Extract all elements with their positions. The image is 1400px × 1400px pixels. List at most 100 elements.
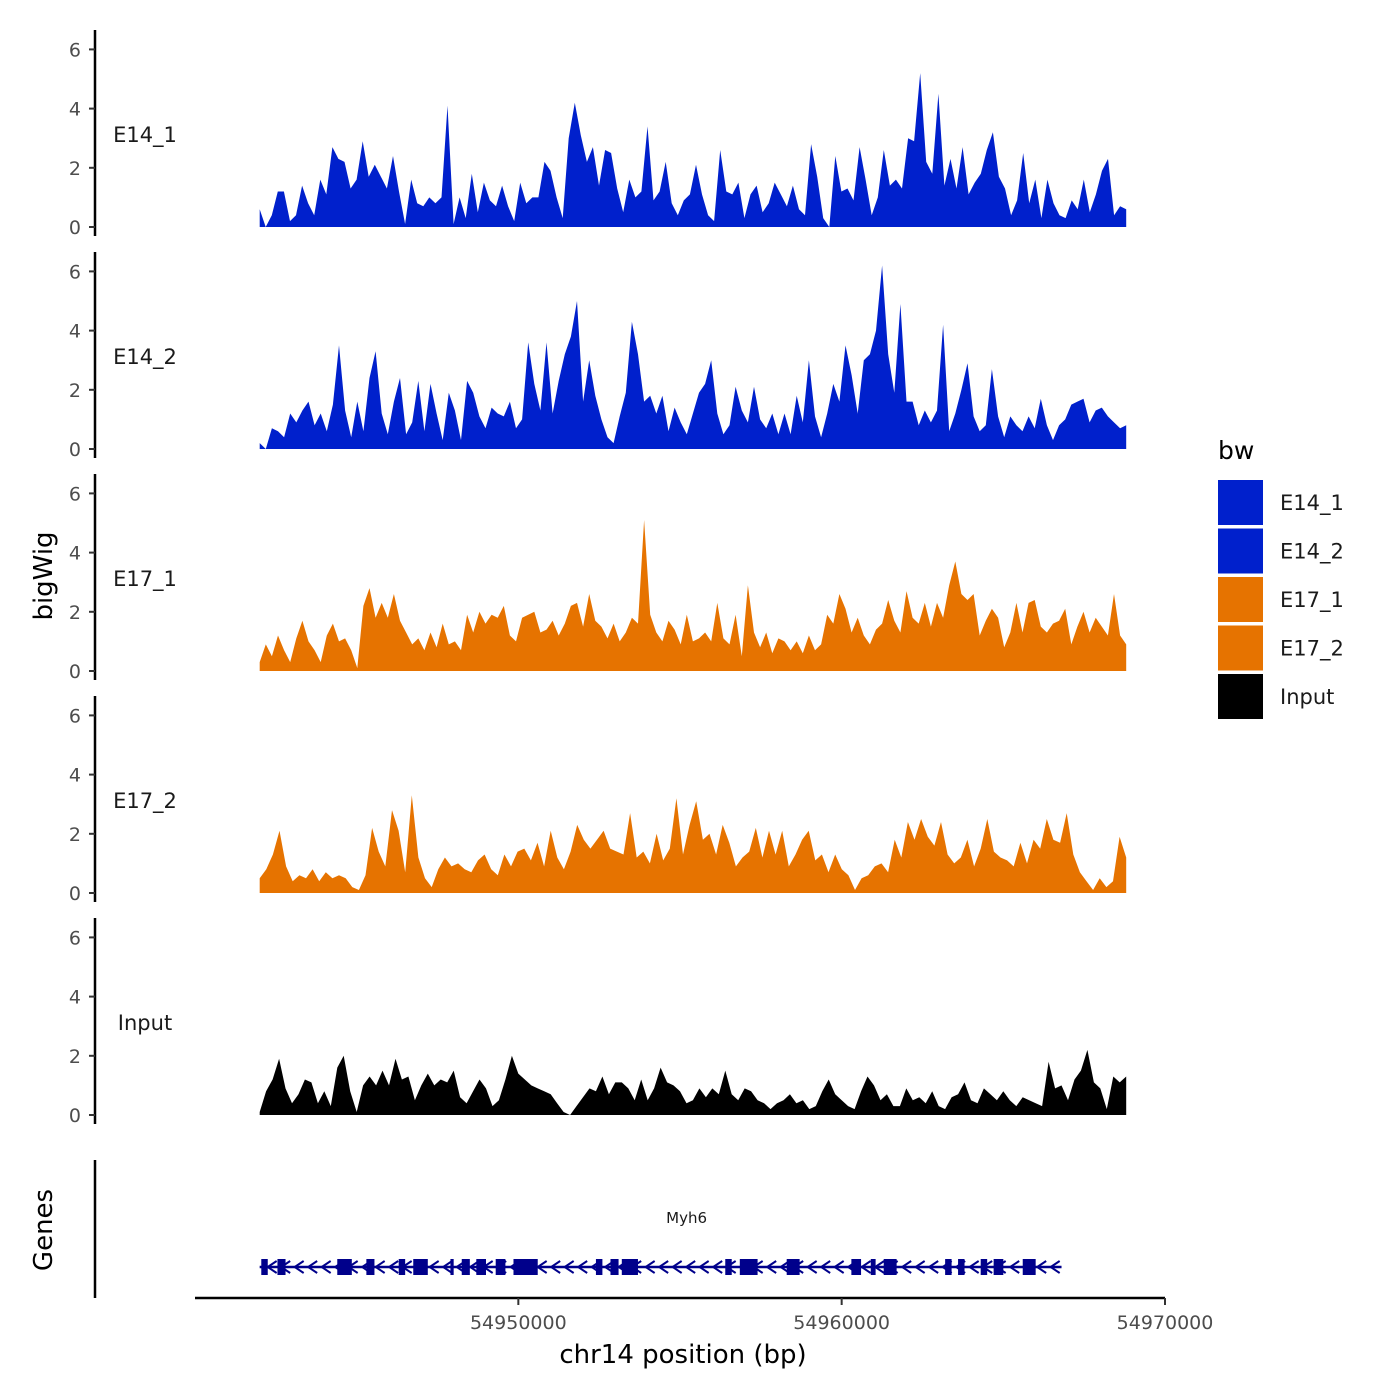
x-axis: 54950000 54960000 54970000 <box>195 1296 1214 1334</box>
y-tick-label: 2 <box>69 1046 81 1068</box>
y-tick-label: 0 <box>69 661 81 683</box>
exon <box>739 1259 758 1275</box>
strand-arrow <box>427 1260 440 1274</box>
exon <box>450 1259 454 1275</box>
legend-label: E17_2 <box>1280 637 1344 662</box>
track-Input: 0 2 4 6 Input <box>69 918 1127 1127</box>
coverage-area-E14_2 <box>259 265 1127 449</box>
legend-item-E14_2: E14_2 <box>1218 528 1344 574</box>
exon <box>261 1259 268 1275</box>
y-tick-label: 6 <box>69 483 81 505</box>
exon <box>958 1259 965 1275</box>
y-tick-label: 0 <box>69 217 81 239</box>
strand-arrow <box>900 1260 912 1274</box>
strand-arrow <box>711 1260 723 1274</box>
legend-item-E17_2: E17_2 <box>1218 625 1344 671</box>
exon <box>621 1259 638 1275</box>
legend-swatch <box>1218 625 1263 671</box>
exon <box>495 1259 506 1275</box>
exon <box>610 1259 619 1275</box>
legend-swatch <box>1218 674 1263 719</box>
strand-arrow <box>562 1260 575 1274</box>
track-label: E17_2 <box>113 789 177 814</box>
y-tick-label: 0 <box>69 883 81 905</box>
strand-arrow <box>819 1260 831 1274</box>
track-label: E17_1 <box>113 567 177 592</box>
track-label: E14_1 <box>113 123 177 148</box>
track-E14_1: 0 2 4 6 E14_1 <box>69 30 1127 239</box>
strand-arrow <box>684 1260 696 1274</box>
exon <box>476 1259 486 1275</box>
y-tick-label: 0 <box>69 1105 81 1127</box>
legend-title: bw <box>1218 436 1254 465</box>
legend-swatch <box>1218 528 1263 574</box>
exon <box>993 1259 1004 1275</box>
gene-Myh6: Myh6 <box>259 1209 1062 1275</box>
track-label: Input <box>118 1011 172 1035</box>
exon <box>851 1259 862 1275</box>
strand-arrow <box>1008 1260 1020 1274</box>
exon <box>277 1259 286 1275</box>
y-tick-label: 6 <box>69 927 81 949</box>
legend: bw E14_1 E14_2 E17_1 E17_2 Input <box>1218 436 1344 719</box>
y-tick-label: 2 <box>69 380 81 402</box>
strand-arrow <box>967 1260 980 1274</box>
exon <box>461 1259 470 1275</box>
strand-arrow <box>549 1260 561 1274</box>
strand-arrow <box>387 1260 399 1274</box>
exon <box>513 1259 538 1275</box>
exon <box>786 1259 800 1275</box>
exon <box>595 1259 603 1275</box>
strand-arrow <box>859 1260 872 1274</box>
y-tick-label: 0 <box>69 439 81 461</box>
track-E17_1: 0 2 4 6 E17_1 <box>69 474 1127 683</box>
y-tick-label: 4 <box>69 765 81 787</box>
strand-arrow <box>805 1260 818 1274</box>
strand-arrow <box>643 1260 656 1274</box>
legend-item-E17_1: E17_1 <box>1218 577 1344 622</box>
strand-arrow <box>292 1260 305 1274</box>
strand-arrow <box>778 1260 791 1274</box>
coverage-area-E17_2 <box>259 795 1127 893</box>
exon <box>980 1259 988 1275</box>
coverage-area-E17_1 <box>259 520 1127 671</box>
x-tick-label: 54970000 <box>1117 1312 1214 1334</box>
genes-axis-title: Genes <box>29 1189 59 1271</box>
y-axis-title: bigWig <box>29 531 59 620</box>
strand-arrow <box>441 1260 453 1274</box>
strand-arrow <box>576 1260 588 1274</box>
gene-track: Myh6 <box>93 1160 1062 1298</box>
legend-item-Input: Input <box>1218 674 1334 719</box>
x-tick-label: 54950000 <box>470 1312 567 1334</box>
y-tick-label: 4 <box>69 321 81 343</box>
coverage-area-Input <box>259 1049 1127 1115</box>
y-tick-label: 6 <box>69 261 81 283</box>
gene-label: Myh6 <box>666 1209 707 1227</box>
exon <box>870 1259 876 1275</box>
legend-label: Input <box>1280 685 1334 709</box>
y-tick-label: 2 <box>69 602 81 624</box>
exon <box>337 1259 352 1275</box>
strand-arrow <box>670 1260 683 1274</box>
coverage-area-E14_1 <box>259 73 1127 227</box>
y-tick-label: 4 <box>69 543 81 565</box>
strand-arrow <box>468 1260 480 1274</box>
exon <box>366 1259 375 1275</box>
strand-arrow <box>832 1260 845 1274</box>
strand-arrow <box>1035 1260 1047 1274</box>
legend-label: E17_1 <box>1280 588 1344 613</box>
track-label: E14_2 <box>113 345 177 370</box>
strand-arrow <box>765 1260 777 1274</box>
x-axis-title: chr14 position (bp) <box>559 1340 806 1370</box>
track-E17_2: 0 2 4 6 E17_2 <box>69 696 1127 905</box>
strand-arrow <box>319 1260 332 1274</box>
y-tick-label: 6 <box>69 705 81 727</box>
strand-arrow <box>306 1260 318 1274</box>
exon <box>1022 1259 1036 1275</box>
strand-arrow <box>1048 1260 1061 1274</box>
legend-swatch <box>1218 480 1263 525</box>
strand-arrow <box>697 1260 710 1274</box>
x-tick-label: 54960000 <box>793 1312 890 1334</box>
y-tick-label: 4 <box>69 987 81 1009</box>
